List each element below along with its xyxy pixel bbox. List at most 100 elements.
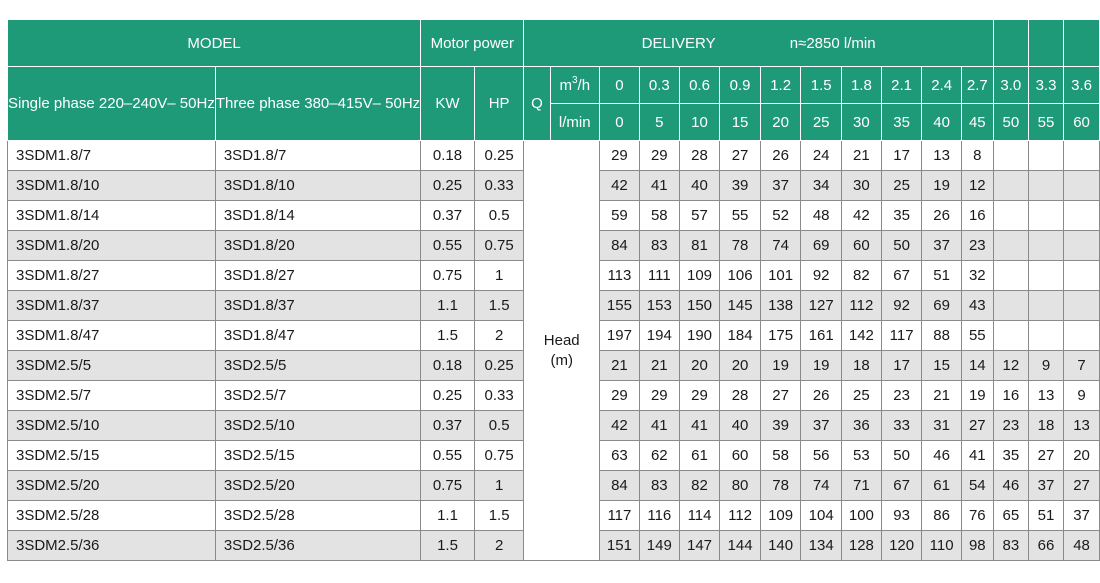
head-value: 60 <box>840 230 882 261</box>
table-row: 3SDM2.5/15 3SD2.5/15 0.55 0.75 63 62 61 60 58 56 5… <box>7 440 1100 471</box>
table-row: 3SDM1.8/7 3SD1.8/7 0.18 0.25 Head (m) 29 29 28 27… <box>7 140 1100 561</box>
head-value: 142 <box>840 320 882 351</box>
head-label: Head <box>543 331 580 349</box>
table-row: 3SDM2.5/36 3SD2.5/36 1.5 2 151 149 147 144 140 13… <box>7 530 1100 561</box>
head-value: 61 <box>921 470 962 501</box>
head-value: 144 <box>719 530 761 561</box>
head-value: 58 <box>759 440 802 471</box>
flow-m3h-value: 0.9 <box>719 66 761 104</box>
three-phase-model: 3SD1.8/37 <box>214 290 422 321</box>
head-value: 54 <box>960 470 994 501</box>
head-value: 26 <box>759 140 802 171</box>
head-value: 23 <box>880 380 923 411</box>
table-row: 3SDM1.8/37 3SD1.8/37 1.1 1.5 155 153 150 145 138… <box>7 290 1100 321</box>
table-body: 3SDM1.8/7 3SD1.8/7 0.18 0.25 Head (m) 29 29 28 27… <box>7 140 1100 561</box>
head-value: 184 <box>719 320 761 351</box>
head-value: 151 <box>598 530 640 561</box>
head-value: 81 <box>678 230 721 261</box>
head-value: 127 <box>800 290 842 321</box>
head-value: 39 <box>719 170 761 201</box>
extra-header-1 <box>992 19 1029 67</box>
head-value: 29 <box>598 140 640 171</box>
head-value: 42 <box>840 200 882 231</box>
head-value: 9 <box>1063 380 1100 411</box>
motor-kw: 0.55 <box>420 230 475 261</box>
flow-lmin-value: 15 <box>719 103 761 141</box>
head-value: 32 <box>960 260 994 291</box>
head-value: 35 <box>880 200 923 231</box>
three-phase-model: 3SD2.5/15 <box>214 440 422 471</box>
flow-lmin-value: 45 <box>960 103 994 141</box>
three-phase-model: 3SD2.5/5 <box>214 350 422 381</box>
single-phase-model: 3SDM2.5/5 <box>7 350 216 381</box>
head-value: 28 <box>719 380 761 411</box>
motor-hp: 0.25 <box>473 140 525 171</box>
table-row: 3SDM1.8/10 3SD1.8/10 0.25 0.33 42 41 40 39 37 34 3… <box>7 170 1100 201</box>
flow-m3h-value: 1.2 <box>759 66 802 104</box>
delivery-speed: n≈2850 l/min <box>789 34 876 52</box>
flow-m3h-value: 2.4 <box>921 66 962 104</box>
motor-kw: 0.75 <box>420 260 475 291</box>
head-value: 19 <box>759 350 802 381</box>
motor-hp: 1 <box>473 260 525 291</box>
head-value <box>1027 140 1065 171</box>
motor-kw: 1.1 <box>420 500 475 531</box>
head-value: 24 <box>800 140 842 171</box>
head-value: 21 <box>638 350 680 381</box>
flow-m3h-value: 3.6 <box>1063 66 1100 104</box>
head-value: 60 <box>719 440 761 471</box>
motor-hp: 0.33 <box>473 170 525 201</box>
head-value <box>1027 320 1065 351</box>
q-header: Q <box>523 66 551 141</box>
three-phase-model: 3SD1.8/7 <box>214 140 422 171</box>
head-value: 65 <box>992 500 1029 531</box>
head-value: 23 <box>960 230 994 261</box>
head-value: 21 <box>921 380 962 411</box>
motor-kw: 0.18 <box>420 140 475 171</box>
head-value: 83 <box>638 470 680 501</box>
head-value: 71 <box>840 470 882 501</box>
three-phase-model: 3SD2.5/28 <box>214 500 422 531</box>
head-value <box>992 260 1029 291</box>
kw-header: KW <box>420 66 475 141</box>
head-value <box>1063 200 1100 231</box>
head-value: 74 <box>759 230 802 261</box>
head-value: 41 <box>960 440 994 471</box>
head-value: 114 <box>678 500 721 531</box>
head-value <box>992 170 1029 201</box>
lmin-unit-header: l/min <box>549 103 600 141</box>
head-label-cell: Head (m) <box>523 140 600 561</box>
head-value: 34 <box>800 170 842 201</box>
head-value: 12 <box>992 350 1029 381</box>
motor-kw: 0.37 <box>420 200 475 231</box>
head-value: 117 <box>880 320 923 351</box>
motor-hp: 2 <box>473 530 525 561</box>
head-value: 147 <box>678 530 721 561</box>
head-value: 82 <box>678 470 721 501</box>
head-value: 104 <box>800 500 842 531</box>
flow-m3h-value: 0.3 <box>638 66 680 104</box>
head-value: 41 <box>638 170 680 201</box>
head-value <box>1063 290 1100 321</box>
head-value: 27 <box>960 410 994 441</box>
head-value: 21 <box>598 350 640 381</box>
motor-hp: 0.25 <box>473 350 525 381</box>
head-value <box>1063 230 1100 261</box>
head-value: 40 <box>719 410 761 441</box>
head-value: 27 <box>759 380 802 411</box>
head-value: 29 <box>638 140 680 171</box>
head-value: 27 <box>1063 470 1100 501</box>
head-value: 61 <box>678 440 721 471</box>
head-value: 106 <box>719 260 761 291</box>
head-value <box>1027 200 1065 231</box>
pump-performance-table: MODEL Motor power DELIVERY n≈2850 l/min … <box>6 19 1100 561</box>
motor-kw: 0.25 <box>420 170 475 201</box>
head-value: 98 <box>960 530 994 561</box>
single-phase-model: 3SDM1.8/14 <box>7 200 216 231</box>
head-value: 16 <box>960 200 994 231</box>
head-value <box>1027 260 1065 291</box>
flow-m3h-value: 2.7 <box>960 66 994 104</box>
head-value: 109 <box>678 260 721 291</box>
m3h-unit-base: m <box>559 76 572 94</box>
delivery-title: DELIVERY <box>641 34 716 52</box>
